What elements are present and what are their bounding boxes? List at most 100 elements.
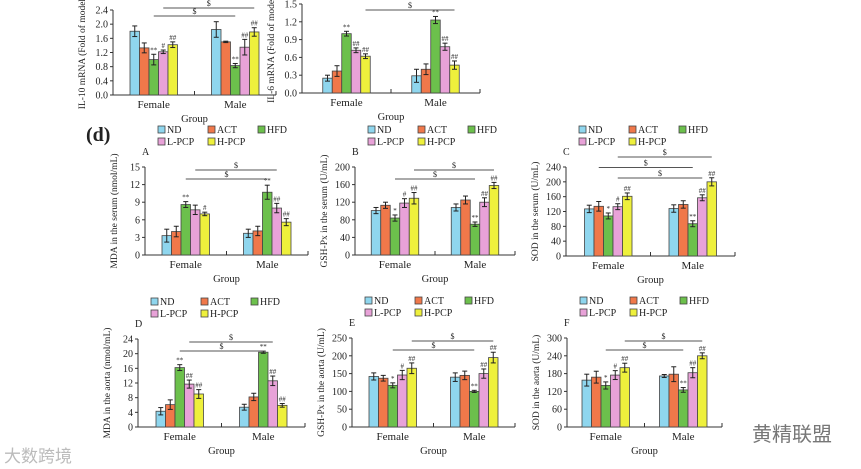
significance-mark: ##	[624, 185, 632, 193]
y-tick-label: 120	[547, 387, 562, 398]
legend-label-nd: ND	[588, 125, 602, 136]
legend-swatch-nd	[364, 296, 373, 305]
panel-letter: F	[564, 318, 570, 329]
y-tick-label: 0	[556, 252, 561, 263]
y-axis-title: GSH-Px in the aorta (U/mL)	[316, 328, 327, 437]
significance-label: $	[451, 332, 455, 341]
significance-mark: ##	[195, 382, 203, 390]
y-tick-label: 15	[130, 163, 140, 174]
y-tick-label: 20	[123, 349, 133, 360]
x-axis-title: Group	[213, 274, 240, 285]
significance-label: $	[193, 7, 197, 16]
significance-label: $	[433, 170, 437, 179]
x-axis-title: Group	[631, 446, 658, 457]
bar-h-pcp-female	[619, 367, 630, 428]
bar-h-pcp-male	[697, 355, 708, 428]
chart-D: 04812162024Female**####Male**####$$Group…	[102, 297, 306, 457]
legend-label-nd: ND	[374, 296, 388, 307]
significance-label: $	[452, 161, 456, 170]
x-tick-label: Male	[681, 260, 704, 272]
bar-hfd-male	[230, 65, 241, 96]
legend-swatch-act	[414, 296, 423, 305]
y-tick-label: 40	[551, 237, 561, 248]
y-tick-label: 16	[123, 364, 133, 375]
significance-mark: ##	[273, 195, 281, 203]
bar-act-female	[593, 205, 604, 257]
y-tick-label: 200	[546, 177, 561, 188]
legend-label-h-pcp: H-PCP	[427, 137, 456, 148]
y-tick-label: 300	[547, 334, 562, 345]
significance-mark: **	[150, 46, 158, 54]
y-tick-label: 24	[123, 335, 133, 346]
y-tick-label: 240	[546, 163, 561, 174]
y-tick-label: 1.2	[96, 48, 109, 59]
panel-letter: D	[135, 319, 142, 330]
significance-label: $	[408, 1, 412, 10]
legend-swatch-nd	[578, 125, 587, 134]
bar-hfd-female	[387, 384, 398, 428]
x-tick-label: Male	[224, 99, 247, 111]
bar-act-male	[220, 41, 231, 96]
x-axis-title: Group	[378, 112, 405, 123]
panel-letter: B	[352, 147, 359, 158]
bar-act-female	[139, 47, 150, 96]
significance-mark: ##	[708, 170, 716, 178]
y-tick-label: 180	[547, 369, 562, 380]
legend-swatch-hfd	[679, 296, 688, 305]
panel-letter: A	[142, 147, 150, 158]
watermark-left: 大数跨境	[4, 447, 72, 467]
legend-swatch-hfd	[678, 125, 687, 134]
legend-label-h-pcp: H-PCP	[638, 137, 667, 148]
x-axis-title: Group	[637, 275, 664, 286]
legend-swatch-nd	[150, 297, 159, 306]
significance-mark: ##	[169, 34, 177, 42]
bar-hfd-male	[430, 19, 441, 94]
y-tick-label: 12	[130, 180, 140, 191]
bar-l-pcp-female	[350, 49, 362, 94]
bar-l-pcp-male	[687, 372, 698, 428]
y-tick-label: 100	[332, 387, 347, 398]
y-tick-label: 250	[332, 334, 347, 345]
x-axis-title: Group	[181, 114, 208, 125]
legend-swatch-l-pcp	[150, 309, 159, 318]
bar-l-pcp-male	[697, 197, 708, 257]
bar-hfd-male	[687, 223, 698, 257]
y-tick-label: 0.9	[285, 35, 298, 46]
chart-F: 060120180240300Female*###Male**####$$Gro…	[531, 296, 723, 457]
legend-label-act: ACT	[427, 125, 447, 136]
legend-swatch-act	[200, 297, 209, 306]
significance-mark: #	[401, 362, 405, 370]
legend-label-hfd: HFD	[474, 296, 494, 307]
bar-h-pcp-male	[706, 181, 717, 257]
legend-label-nd: ND	[167, 125, 181, 136]
legend-swatch-l-pcp	[157, 137, 166, 146]
x-tick-label: Female	[377, 431, 409, 443]
significance-mark: ##	[699, 187, 707, 195]
y-tick-label: 1.6	[96, 34, 109, 45]
y-axis-title: SOD in the aorta (U/mL)	[531, 335, 542, 431]
significance-mark: **	[260, 343, 268, 351]
legend-swatch-h-pcp	[200, 309, 209, 318]
significance-label: $	[207, 0, 211, 8]
bar-hfd-female	[389, 217, 401, 256]
bar-act-male	[668, 373, 679, 428]
bar-h-pcp-male	[249, 31, 260, 96]
y-axis-title: IL-10 mRNA (Fold of model)	[77, 0, 88, 109]
y-tick-label: 9	[135, 198, 140, 209]
panel-letter: E	[349, 318, 355, 329]
significance-mark: **	[471, 382, 479, 390]
significance-mark: ##	[241, 31, 249, 39]
legend-label-act: ACT	[638, 125, 658, 136]
watermark-right: 黄精联盟	[752, 422, 832, 446]
y-axis-title: MDA in the serum (nmol/mL)	[109, 153, 120, 268]
legend-label-act: ACT	[210, 297, 230, 308]
significance-mark: *	[607, 205, 611, 213]
bar-act-female	[380, 204, 391, 256]
bar-nd-male	[659, 375, 670, 428]
significance-mark: ##	[411, 185, 419, 193]
legend-swatch-h-pcp	[417, 137, 426, 146]
significance-mark: #	[203, 204, 207, 212]
y-tick-label: 0.8	[96, 62, 109, 73]
bar-h-pcp-male	[488, 357, 499, 428]
bar-hfd-female	[180, 204, 191, 256]
